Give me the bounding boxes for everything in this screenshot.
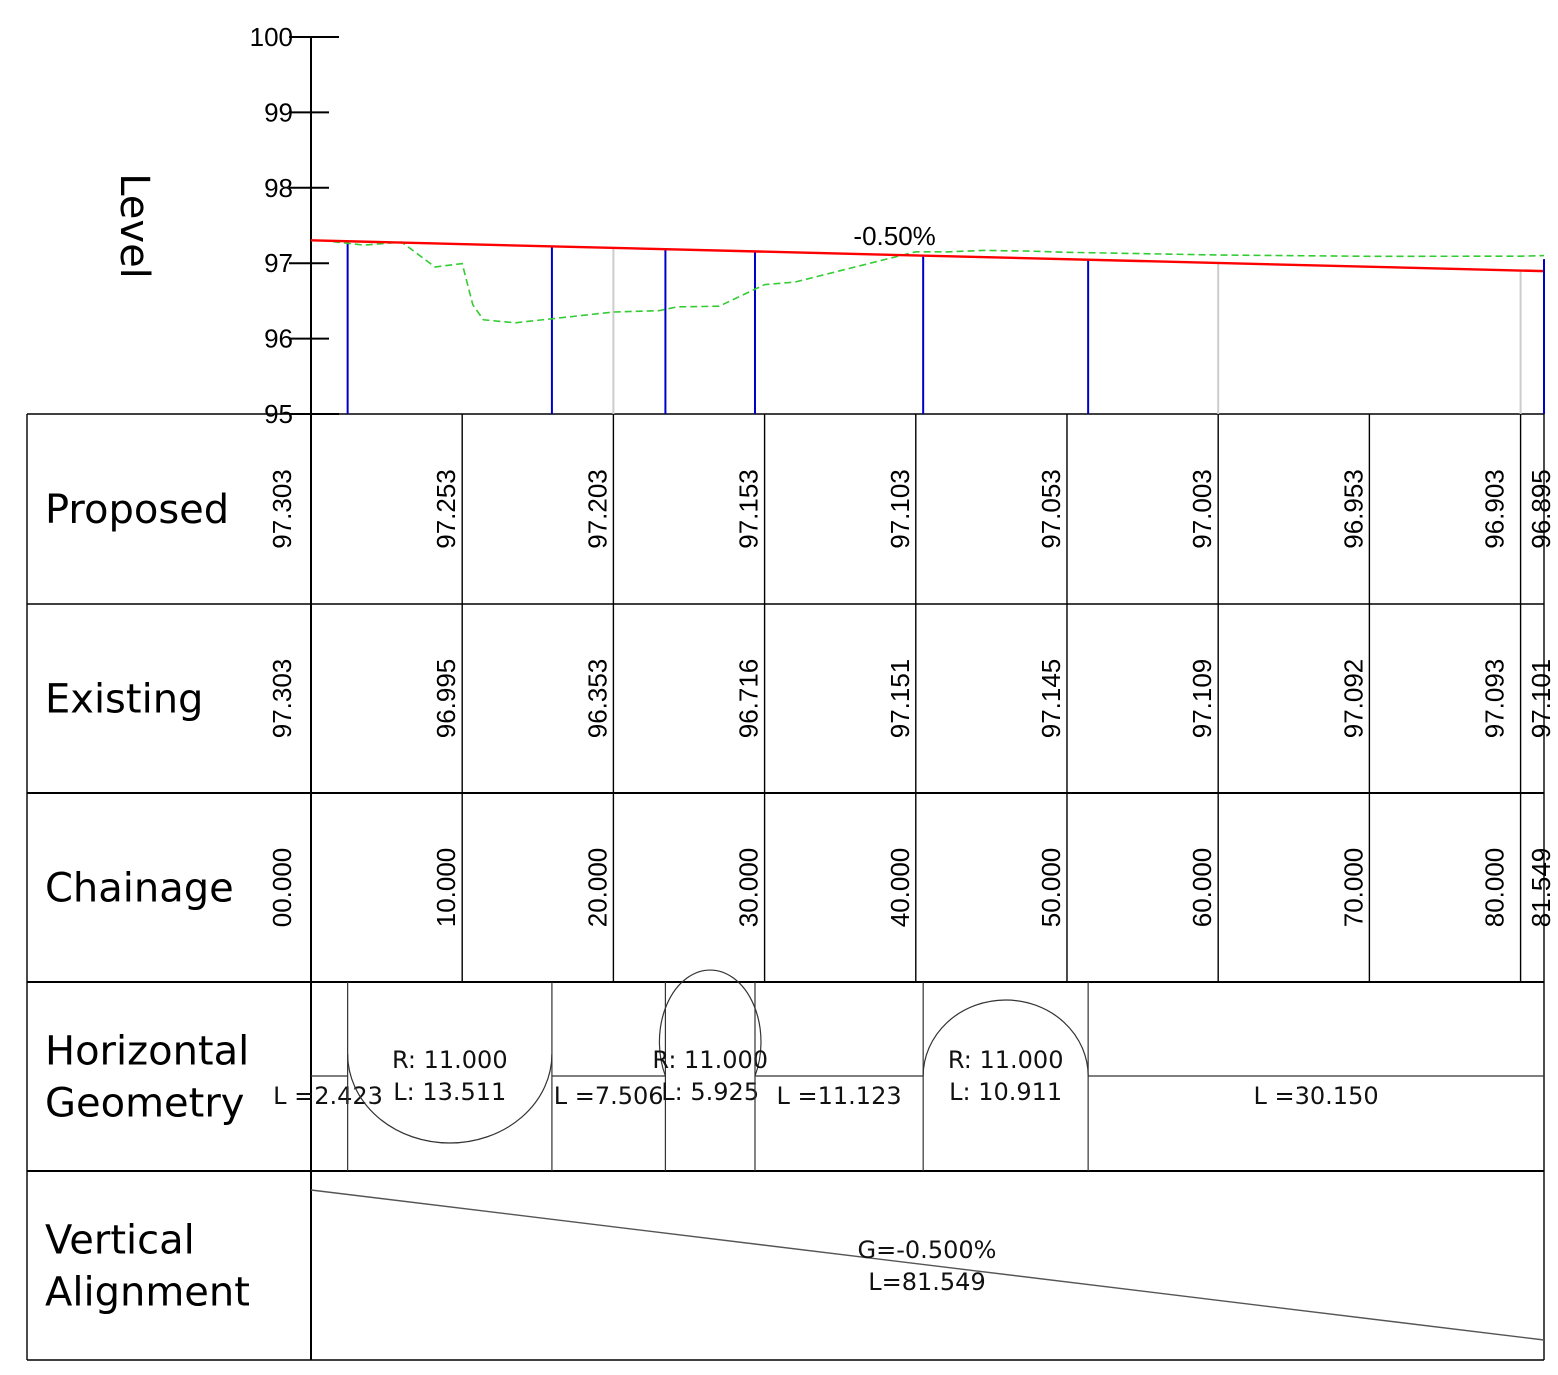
band-value: 40.000	[885, 848, 915, 928]
band-value: 97.101	[1526, 659, 1556, 739]
band-value: 96.895	[1526, 469, 1556, 549]
band-value: 81.549	[1526, 848, 1556, 928]
vertical-alignment-grade-line	[310, 1189, 1545, 1341]
band-value: 60.000	[1187, 848, 1217, 928]
band-value: 20.000	[582, 848, 612, 928]
band-value: 10.000	[431, 848, 461, 928]
band-table: Proposed Existing Chainage Horizontal Geomet…	[26, 413, 1556, 1361]
y-tick-label: 100	[250, 22, 293, 52]
geometry-curve-length-label: L: 10.911	[949, 1078, 1062, 1106]
band-value: 96.353	[582, 659, 612, 739]
band-value: 97.151	[885, 659, 915, 739]
geometry-length-label: L =30.150	[1254, 1082, 1379, 1110]
band-value: 00.000	[267, 848, 297, 928]
geometry-curve-length-label: L: 13.511	[393, 1078, 506, 1106]
geometry-curve-length-label: L: 5.925	[661, 1078, 759, 1106]
band-value: 96.716	[734, 659, 764, 739]
y-axis-label: Level	[111, 173, 157, 279]
geometry-curve-arc	[347, 1053, 553, 1144]
band-value: 97.093	[1480, 659, 1510, 739]
y-tick-label: 95	[264, 399, 293, 429]
band-value: 97.145	[1036, 659, 1066, 739]
geometry-length-label: L =7.506	[554, 1082, 664, 1110]
grade-label: -0.50%	[853, 221, 935, 251]
band-value: 50.000	[1036, 848, 1066, 928]
band-row-label: Existing	[45, 677, 203, 723]
geometry-length-label: L =2.423	[273, 1082, 383, 1110]
band-value: 97.109	[1187, 659, 1217, 739]
band-value: 96.995	[431, 659, 461, 739]
profile-plot: 100 99 98 97 96 95 Level -0.50%	[111, 22, 1545, 429]
vertical-alignment-length-label: L=81.549	[868, 1268, 985, 1296]
band-row-label: Vertical	[45, 1218, 195, 1264]
vertical-alignment-grade-label: G=-0.500%	[858, 1236, 997, 1264]
geometry-radius-label: R: 11.000	[652, 1046, 768, 1074]
band-value: 70.000	[1338, 848, 1368, 928]
y-tick-label: 96	[264, 324, 293, 354]
band-value: 97.303	[267, 469, 297, 549]
band-value: 96.953	[1338, 469, 1368, 549]
geometry-radius-label: R: 11.000	[948, 1046, 1064, 1074]
band-value: 97.153	[734, 469, 764, 549]
geometry-length-label: L =11.123	[777, 1082, 902, 1110]
band-value: 96.903	[1480, 469, 1510, 549]
band-row-label: Geometry	[45, 1081, 244, 1127]
geometry-curve-arc	[922, 999, 1089, 1077]
band-value: 30.000	[734, 848, 764, 928]
existing-ground-line	[310, 239, 1545, 324]
geometry-radius-label: R: 11.000	[392, 1046, 508, 1074]
y-tick-label: 98	[264, 173, 293, 203]
band-value: 97.003	[1187, 469, 1217, 549]
y-tick-label: 97	[264, 248, 293, 278]
band-value: 97.253	[431, 469, 461, 549]
proposed-level-line	[310, 239, 1545, 273]
band-value: 80.000	[1480, 848, 1510, 928]
band-row-label: Proposed	[45, 487, 229, 533]
geometry-curve-arc	[658, 969, 762, 1077]
band-value: 97.053	[1036, 469, 1066, 549]
band-value: 97.303	[267, 659, 297, 739]
band-value: 97.103	[885, 469, 915, 549]
band-row-label: Horizontal	[45, 1029, 249, 1075]
band-value: 97.092	[1338, 659, 1368, 739]
band-row-label: Alignment	[45, 1270, 250, 1316]
band-row-label: Chainage	[45, 866, 234, 912]
y-tick-label: 99	[264, 97, 293, 127]
band-value: 97.203	[582, 469, 612, 549]
